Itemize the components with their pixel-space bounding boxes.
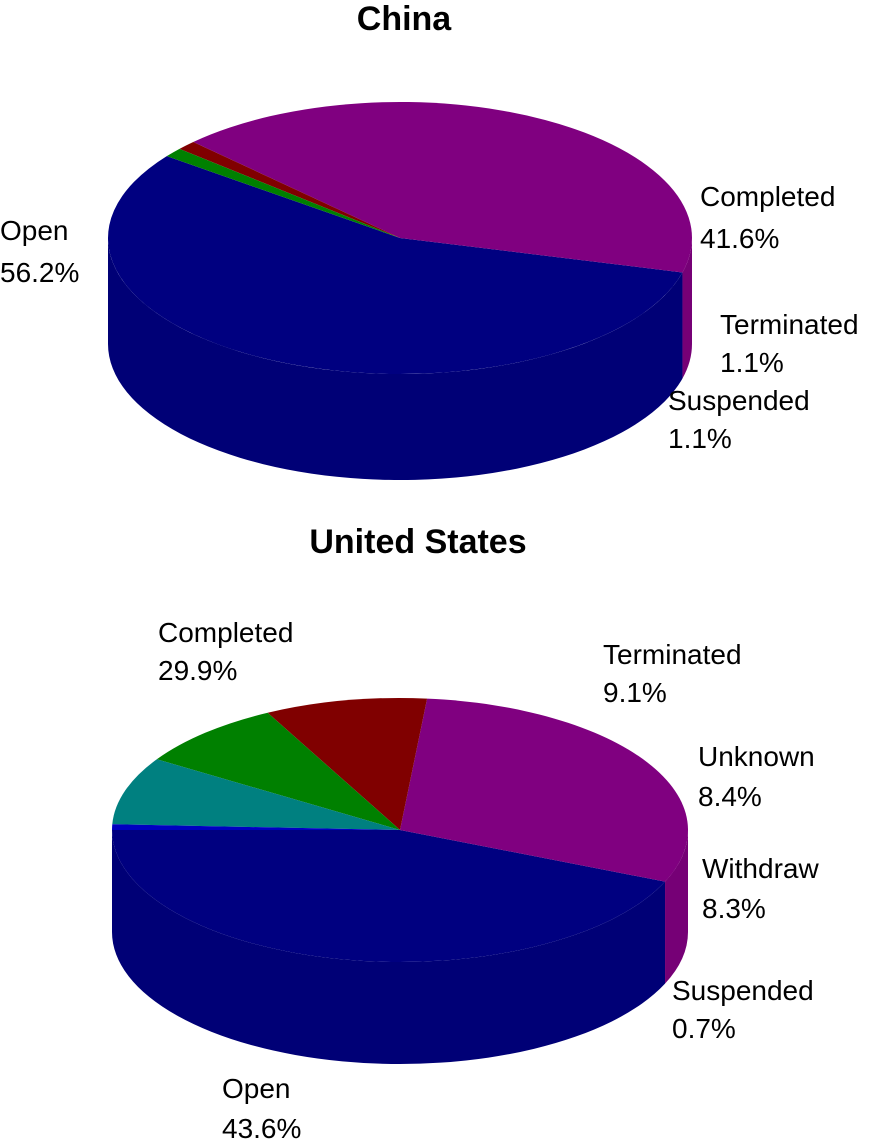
us-label-completed-name: Completed bbox=[158, 617, 293, 648]
us-label-open-pct: 43.6% bbox=[222, 1113, 301, 1142]
us-label-terminated-name: Terminated bbox=[603, 639, 742, 670]
china-pie-sides bbox=[108, 238, 692, 480]
us-side-completed bbox=[665, 830, 688, 984]
us-label-withdraw: Withdraw 8.3% bbox=[702, 853, 819, 924]
us-label-terminated: Terminated 9.1% bbox=[603, 639, 742, 708]
us-slice-withdraw bbox=[112, 759, 401, 830]
china-label-open: Open 56.2% bbox=[0, 215, 79, 288]
china-label-completed: Completed 41.6% bbox=[700, 181, 835, 254]
china-label-suspended-name: Suspended bbox=[668, 385, 810, 416]
china-label-terminated-pct: 1.1% bbox=[720, 347, 784, 378]
china-label-suspended-pct: 1.1% bbox=[668, 423, 732, 454]
us-label-suspended-pct: 0.7% bbox=[672, 1013, 736, 1044]
us-label-completed-pct: 29.9% bbox=[158, 655, 237, 686]
us-label-terminated-pct: 9.1% bbox=[603, 677, 667, 708]
us-label-open: Open 43.6% bbox=[222, 1073, 301, 1142]
china-slice-terminated bbox=[179, 141, 400, 238]
us-slice-completed bbox=[400, 698, 688, 882]
us-pie-sides bbox=[112, 830, 688, 1065]
us-label-completed: Completed 29.9% bbox=[158, 617, 293, 686]
china-label-completed-pct: 41.6% bbox=[700, 223, 779, 254]
china-side-completed bbox=[682, 238, 692, 379]
us-label-unknown-pct: 8.4% bbox=[698, 781, 762, 812]
china-label-open-name: Open bbox=[0, 215, 69, 246]
china-slice-suspended bbox=[166, 148, 400, 238]
us-label-suspended-name: Suspended bbox=[672, 975, 814, 1006]
china-slice-completed bbox=[193, 102, 692, 273]
china-chart: China Open 56.2% Completed 41.6% Termina… bbox=[0, 0, 859, 480]
us-label-unknown: Unknown 8.4% bbox=[698, 741, 815, 812]
us-chart: United States Completed 29.9% Terminated… bbox=[112, 523, 819, 1142]
us-label-withdraw-pct: 8.3% bbox=[702, 893, 766, 924]
us-label-withdraw-name: Withdraw bbox=[702, 853, 819, 884]
us-title: United States bbox=[309, 523, 526, 561]
china-pie-top bbox=[107, 102, 692, 375]
us-label-unknown-name: Unknown bbox=[698, 741, 815, 772]
us-pie-top bbox=[112, 697, 688, 963]
china-label-open-pct: 56.2% bbox=[0, 257, 79, 288]
us-side-open bbox=[112, 830, 666, 1065]
china-label-completed-name: Completed bbox=[700, 181, 835, 212]
china-side-open bbox=[108, 238, 683, 480]
us-label-suspended: Suspended 0.7% bbox=[672, 975, 814, 1044]
china-label-terminated: Terminated 1.1% bbox=[720, 309, 859, 378]
us-slice-suspended bbox=[112, 824, 400, 830]
china-slice-open bbox=[107, 156, 683, 375]
us-slice-open bbox=[112, 830, 666, 963]
china-title: China bbox=[357, 0, 453, 38]
us-slice-unknown bbox=[156, 712, 400, 830]
us-slice-terminated bbox=[267, 697, 428, 830]
china-label-suspended: Suspended 1.1% bbox=[668, 385, 810, 454]
china-label-terminated-name: Terminated bbox=[720, 309, 859, 340]
us-label-open-name: Open bbox=[222, 1073, 291, 1104]
